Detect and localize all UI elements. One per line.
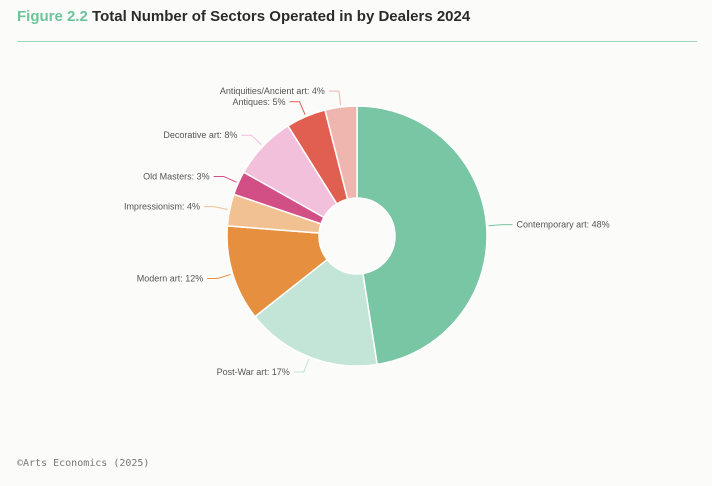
- label-contemporary-art: Contemporary art: 48%: [517, 220, 610, 230]
- label-impressionism: Impressionism: 4%: [124, 202, 200, 212]
- slice-group: [226, 105, 488, 367]
- label-decorative-art: Decorative art: 8%: [163, 130, 237, 140]
- label-post-war-art: Post-War art: 17%: [217, 367, 290, 377]
- label-antiquities-ancient-art: Antiquities/Ancient art: 4%: [220, 86, 325, 96]
- label-modern-art: Modern art: 12%: [137, 274, 204, 284]
- leader-contemporary-art: [488, 224, 513, 227]
- figure-title: Total Number of Sectors Operated in by D…: [92, 8, 471, 25]
- figure-label: Figure 2.2: [17, 8, 88, 25]
- label-group: Contemporary art: 48% Post-War art: 17% Mo…: [124, 86, 610, 377]
- leader-line-group: [203, 90, 513, 373]
- leader-antiquities-ancient-art: [328, 90, 342, 106]
- slice-modern-art[interactable]: [226, 225, 329, 318]
- slice-post-war-art[interactable]: [253, 258, 378, 367]
- chart-title: Figure 2.2 Total Number of Sectors Opera…: [17, 8, 470, 25]
- leader-post-war-art: [293, 358, 310, 373]
- slice-antiquities-ancient-art[interactable]: [324, 105, 358, 201]
- label-antiques: Antiques: 5%: [233, 97, 286, 107]
- leader-impressionism: [203, 206, 228, 210]
- title-divider: [17, 41, 697, 42]
- leader-decorative-art: [241, 134, 262, 146]
- source-credit: ©Arts Economics (2025): [17, 458, 150, 469]
- leader-antiques: [289, 101, 306, 115]
- leader-old-masters: [213, 175, 237, 183]
- slice-contemporary-art[interactable]: [356, 105, 488, 366]
- label-old-masters: Old Masters: 3%: [143, 171, 210, 181]
- leader-modern-art: [207, 273, 231, 280]
